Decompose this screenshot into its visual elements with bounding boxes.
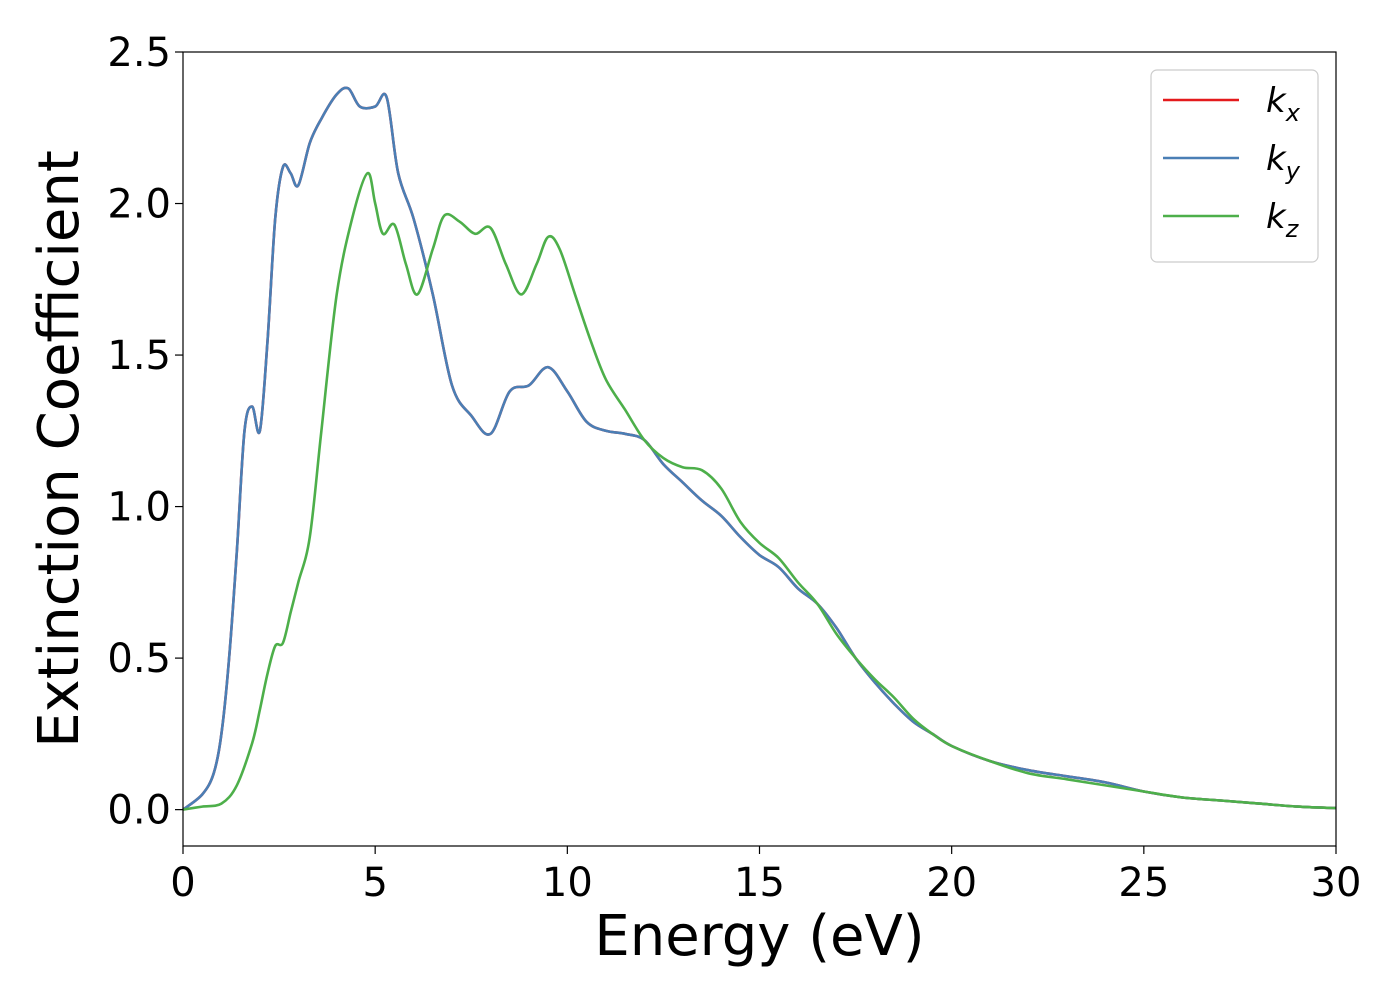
- y-tick-label: 0.5: [107, 636, 171, 682]
- legend: kx ky kz: [1150, 69, 1319, 263]
- x-tick-label: 10: [542, 860, 593, 906]
- legend-label-kz: kz: [1266, 197, 1300, 243]
- plot-frame: [182, 51, 1337, 847]
- x-axis: 0 5 10 15 20 25 30: [170, 846, 1361, 906]
- legend-label-kx: kx: [1266, 81, 1301, 127]
- y-axis: 0.0 0.5 1.0 1.5 2.0 2.5: [107, 30, 183, 834]
- x-tick-label: 0: [170, 860, 195, 906]
- y-tick-label: 2.0: [107, 182, 171, 228]
- x-tick-label: 20: [926, 860, 977, 906]
- x-tick-label: 15: [734, 860, 785, 906]
- series-line-kz: [182, 171, 1337, 811]
- plot-area: [182, 86, 1337, 811]
- legend-box: [1150, 69, 1319, 263]
- legend-label-ky: ky: [1266, 139, 1301, 185]
- x-axis-label: Energy (eV): [594, 904, 924, 969]
- x-tick-label: 5: [362, 860, 387, 906]
- y-tick-label: 2.5: [107, 30, 171, 76]
- y-tick-label: 1.0: [107, 485, 171, 531]
- y-tick-label: 1.5: [107, 333, 171, 379]
- y-tick-label: 0.0: [107, 788, 171, 834]
- y-axis-label: Extinction Coefficient: [27, 150, 92, 748]
- x-tick-label: 30: [1311, 860, 1362, 906]
- x-tick-label: 25: [1118, 860, 1169, 906]
